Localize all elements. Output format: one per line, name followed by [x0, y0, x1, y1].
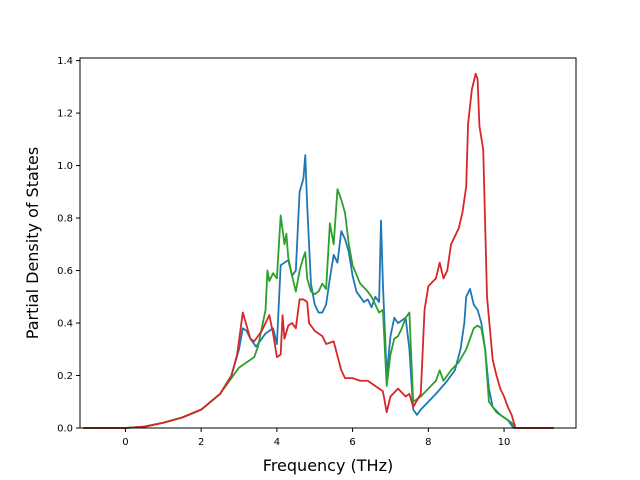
x-tick-label: 0 — [122, 437, 128, 448]
x-tick-label: 10 — [498, 437, 511, 448]
y-tick-label: 1.0 — [57, 161, 73, 172]
series-layer — [82, 72, 555, 429]
x-tick-label: 8 — [425, 437, 431, 448]
y-tick-label: 1.2 — [57, 109, 73, 120]
x-tick-label: 2 — [198, 437, 204, 448]
x-axis-ticks: 0 2 4 6 8 10 — [122, 428, 510, 448]
series-line-3 — [82, 72, 555, 429]
y-tick-label: 0.0 — [57, 424, 73, 435]
y-tick-label: 0.8 — [57, 214, 73, 225]
y-tick-label: 1.4 — [57, 56, 73, 67]
x-axis-label: Frequency (THz) — [263, 456, 393, 475]
y-tick-label: 0.2 — [57, 371, 73, 382]
y-axis-label: Partial Density of States — [23, 147, 42, 339]
x-tick-label: 4 — [274, 437, 280, 448]
y-axis-ticks: 0.0 0.2 0.4 0.6 0.8 1.0 1.2 1.4 — [57, 56, 80, 435]
x-tick-label: 6 — [349, 437, 355, 448]
y-tick-label: 0.4 — [57, 319, 73, 330]
y-tick-label: 0.6 — [57, 266, 73, 277]
plot-frame — [79, 57, 577, 429]
